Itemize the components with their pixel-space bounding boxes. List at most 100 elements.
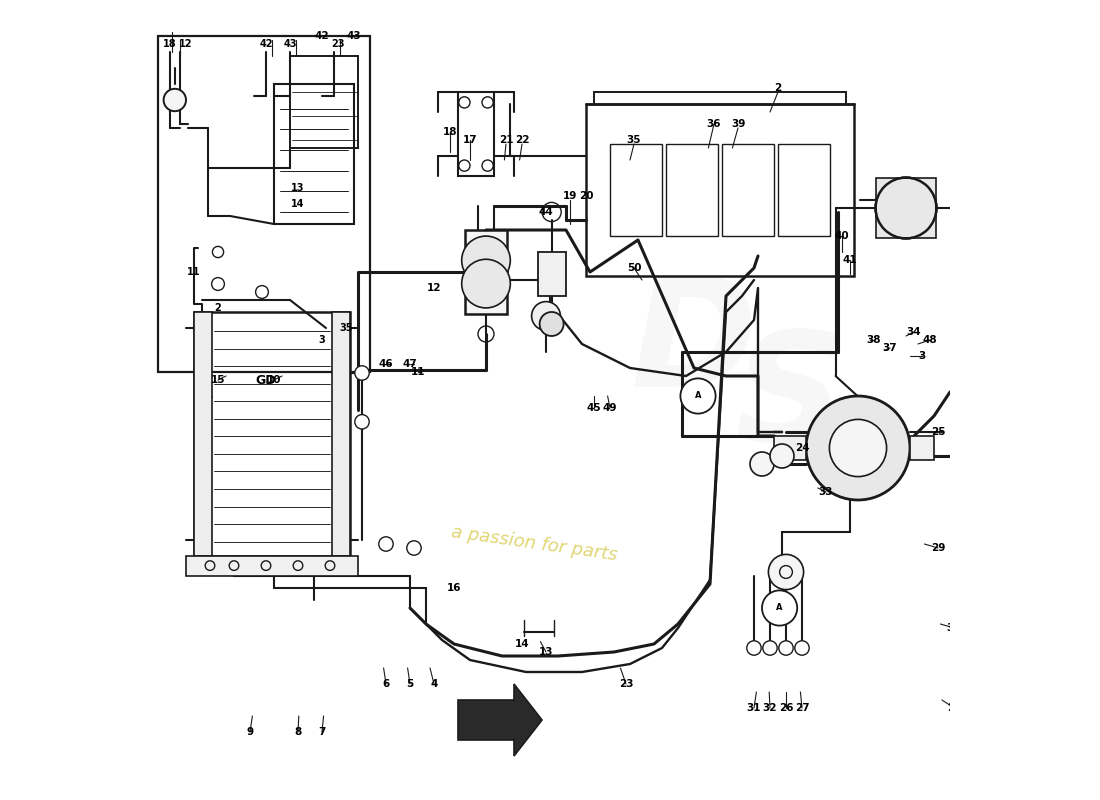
Bar xyxy=(876,178,936,238)
Text: A: A xyxy=(777,603,783,613)
Text: 30: 30 xyxy=(947,623,961,633)
Bar xyxy=(332,312,350,556)
Text: 26: 26 xyxy=(779,703,793,713)
Text: 44: 44 xyxy=(539,207,553,217)
Circle shape xyxy=(378,537,393,551)
Text: 49: 49 xyxy=(603,403,617,413)
Text: 24: 24 xyxy=(794,443,810,453)
Text: 43: 43 xyxy=(346,31,361,41)
Text: 46: 46 xyxy=(378,359,394,369)
Text: 11: 11 xyxy=(410,367,426,377)
Bar xyxy=(465,230,507,314)
Circle shape xyxy=(750,452,774,476)
Circle shape xyxy=(462,259,510,308)
Text: 12: 12 xyxy=(427,283,441,293)
Circle shape xyxy=(829,419,887,477)
Bar xyxy=(610,144,662,236)
Text: 12: 12 xyxy=(179,39,192,49)
Polygon shape xyxy=(458,684,542,756)
Text: 3: 3 xyxy=(319,335,326,345)
Text: 2: 2 xyxy=(774,83,782,93)
Text: 38: 38 xyxy=(867,335,881,345)
Text: 23: 23 xyxy=(331,39,344,49)
Circle shape xyxy=(164,89,186,111)
Text: 15: 15 xyxy=(211,375,226,385)
Bar xyxy=(158,36,370,372)
Text: 39: 39 xyxy=(730,119,745,129)
Circle shape xyxy=(806,396,910,500)
Circle shape xyxy=(762,590,798,626)
Text: 41: 41 xyxy=(843,255,857,265)
Text: 22: 22 xyxy=(515,135,529,145)
Text: 40: 40 xyxy=(835,231,849,241)
Text: 37: 37 xyxy=(882,343,898,353)
Text: 4: 4 xyxy=(430,679,438,689)
Circle shape xyxy=(355,366,370,380)
Text: 32: 32 xyxy=(762,703,778,713)
Text: 18: 18 xyxy=(442,127,458,137)
Text: S: S xyxy=(735,326,845,474)
Text: 17: 17 xyxy=(463,135,477,145)
Text: 48: 48 xyxy=(923,335,937,345)
Circle shape xyxy=(762,641,778,655)
Circle shape xyxy=(876,178,936,238)
Text: 6: 6 xyxy=(383,679,389,689)
Text: GD: GD xyxy=(255,374,276,386)
Text: 7: 7 xyxy=(318,727,326,737)
Bar xyxy=(778,144,830,236)
Bar xyxy=(290,56,358,148)
Circle shape xyxy=(407,541,421,555)
Circle shape xyxy=(779,641,793,655)
Text: 50: 50 xyxy=(627,263,641,273)
Bar xyxy=(186,556,358,576)
Text: 2: 2 xyxy=(214,303,221,313)
Text: 13: 13 xyxy=(539,647,553,657)
Text: 20: 20 xyxy=(579,191,593,201)
Text: 21: 21 xyxy=(498,135,514,145)
Text: 10: 10 xyxy=(266,375,282,385)
Circle shape xyxy=(540,312,563,336)
Circle shape xyxy=(681,378,716,414)
Circle shape xyxy=(770,444,794,468)
Bar xyxy=(722,144,774,236)
Text: 31: 31 xyxy=(747,703,761,713)
Bar xyxy=(538,252,566,296)
Text: 11: 11 xyxy=(187,267,200,277)
Text: 16: 16 xyxy=(447,583,461,593)
Text: 14: 14 xyxy=(292,199,305,209)
Text: 5: 5 xyxy=(406,679,414,689)
Bar xyxy=(774,436,806,460)
Bar xyxy=(194,312,350,556)
Text: 19: 19 xyxy=(563,191,578,201)
Text: 34: 34 xyxy=(906,327,922,337)
Text: 42: 42 xyxy=(315,31,329,41)
Text: 35: 35 xyxy=(339,323,353,333)
Circle shape xyxy=(769,554,804,590)
Text: 27: 27 xyxy=(794,703,810,713)
Text: 3: 3 xyxy=(918,351,925,361)
Text: D: D xyxy=(630,270,758,418)
Circle shape xyxy=(531,302,560,330)
Text: A: A xyxy=(695,391,702,401)
Text: 28: 28 xyxy=(947,703,961,713)
Circle shape xyxy=(795,641,810,655)
Text: 8: 8 xyxy=(295,727,301,737)
Bar xyxy=(586,104,854,276)
Bar xyxy=(458,92,494,176)
Text: 33: 33 xyxy=(818,487,834,497)
Text: 45: 45 xyxy=(586,403,602,413)
Text: 43: 43 xyxy=(284,39,297,49)
Text: 42: 42 xyxy=(260,39,273,49)
Bar xyxy=(666,144,718,236)
Text: 25: 25 xyxy=(931,427,945,437)
Circle shape xyxy=(462,236,510,285)
Text: 13: 13 xyxy=(292,183,305,193)
Bar xyxy=(194,312,211,556)
Text: 9: 9 xyxy=(246,727,254,737)
Text: 18: 18 xyxy=(163,39,177,49)
Bar xyxy=(910,436,934,460)
Bar xyxy=(274,84,354,224)
Text: a passion for parts: a passion for parts xyxy=(450,523,618,565)
Text: 23: 23 xyxy=(618,679,634,689)
Text: 36: 36 xyxy=(706,119,722,129)
